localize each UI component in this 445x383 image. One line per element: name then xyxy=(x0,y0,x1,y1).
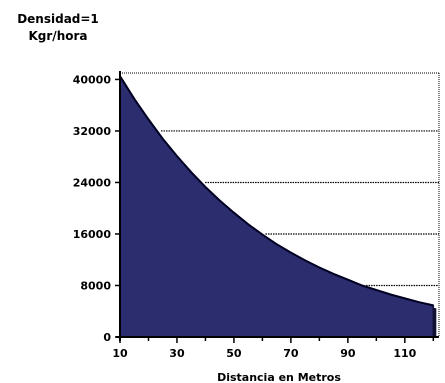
axes xyxy=(115,71,439,343)
chart-title-line-1: Densidad=1 xyxy=(17,12,99,26)
chart-title-line-2: Kgr/hora xyxy=(29,29,88,43)
y-tick-label: 40000 xyxy=(73,73,112,86)
y-tick-label: 0 xyxy=(103,331,111,344)
x-tick-label: 90 xyxy=(340,347,356,360)
area-top-line xyxy=(119,75,434,307)
x-tick-label: 50 xyxy=(226,347,242,360)
x-tick-label: 10 xyxy=(112,347,128,360)
area-fill xyxy=(119,73,435,338)
x-tick-label: 70 xyxy=(283,347,299,360)
y-tick-label: 16000 xyxy=(73,228,112,241)
x-axis-label: Distancia en Metros xyxy=(217,371,341,383)
y-tick-label: 24000 xyxy=(73,176,112,189)
x-tick-labels: 10 30 50 70 90 110 xyxy=(112,347,416,360)
x-tick-label: 30 xyxy=(169,347,185,360)
grid-lines xyxy=(120,72,440,337)
y-tick-label: 32000 xyxy=(73,125,112,138)
x-tick-label: 110 xyxy=(393,347,416,360)
y-tick-labels: 0 8000 16000 24000 32000 40000 xyxy=(73,73,112,344)
y-tick-label: 8000 xyxy=(80,279,111,292)
area-series xyxy=(119,73,437,338)
